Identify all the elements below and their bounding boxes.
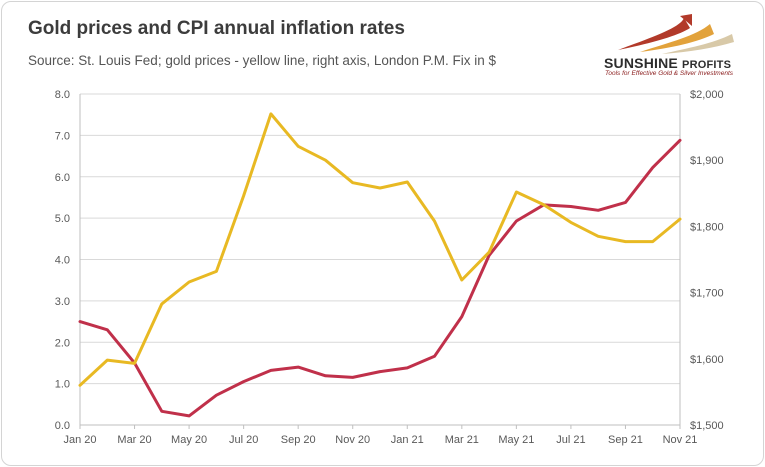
cpi-inflation-line	[78, 138, 682, 418]
left-tick-label: 5.0	[55, 213, 70, 225]
right-axis-ticks: $1,500 $1,600 $1,700 $1,800 $1,900 $2,000	[690, 89, 724, 432]
right-tick-label: $1,900	[690, 155, 724, 167]
logo-swoosh-icon	[618, 14, 734, 54]
series-lines	[78, 112, 682, 418]
x-tick-label: Sep 20	[281, 434, 316, 446]
x-tick-label: May 20	[171, 434, 207, 446]
right-tick-label: $1,500	[690, 420, 724, 432]
sunshine-profits-logo: Sunshine Profits Tools for Effective Gol…	[600, 12, 756, 78]
x-tick-label: Mar 21	[445, 434, 479, 446]
left-tick-label: 1.0	[55, 379, 70, 391]
x-tick-label: May 21	[498, 434, 534, 446]
left-tick-label: 3.0	[55, 296, 70, 308]
x-tick-label: Nov 21	[663, 434, 698, 446]
gold-price-line	[78, 112, 682, 387]
logo-wordmark: Sunshine Profits	[604, 55, 731, 71]
logo-tagline: Tools for Effective Gold & Silver Invest…	[605, 70, 734, 77]
right-tick-label: $1,600	[690, 354, 724, 366]
x-tick-label: Nov 20	[335, 434, 370, 446]
left-tick-label: 6.0	[55, 172, 70, 184]
left-axis-ticks: 0.0 1.0 2.0 3.0 4.0 5.0 6.0 7.0 8.0	[55, 89, 70, 432]
x-tick-label: Jul 21	[556, 434, 585, 446]
chart-title: Gold prices and CPI annual inflation rat…	[28, 18, 405, 39]
right-tick-label: $1,700	[690, 288, 724, 300]
logo-name-main: Sunshine	[604, 55, 678, 71]
right-tick-label: $2,000	[690, 89, 724, 101]
chart-subtitle: Source: St. Louis Fed; gold prices - yel…	[28, 53, 496, 68]
left-tick-label: 0.0	[55, 420, 70, 432]
x-axis-ticks: Jan 20 Mar 20 May 20 Jul 20 Sep 20 Nov 20 Jan …	[63, 425, 697, 446]
x-tick-label: Mar 20	[117, 434, 151, 446]
x-tick-label: Jan 21	[391, 434, 424, 446]
right-tick-label: $1,800	[690, 221, 724, 233]
logo-name-second: Profits	[682, 59, 732, 71]
left-tick-label: 2.0	[55, 337, 70, 349]
x-tick-label: Jan 20	[63, 434, 96, 446]
left-tick-label: 4.0	[55, 255, 70, 267]
x-tick-label: Sep 21	[608, 434, 643, 446]
left-tick-label: 7.0	[55, 130, 70, 142]
x-tick-label: Jul 20	[229, 434, 258, 446]
left-tick-label: 8.0	[55, 89, 70, 101]
gridlines	[79, 93, 681, 426]
